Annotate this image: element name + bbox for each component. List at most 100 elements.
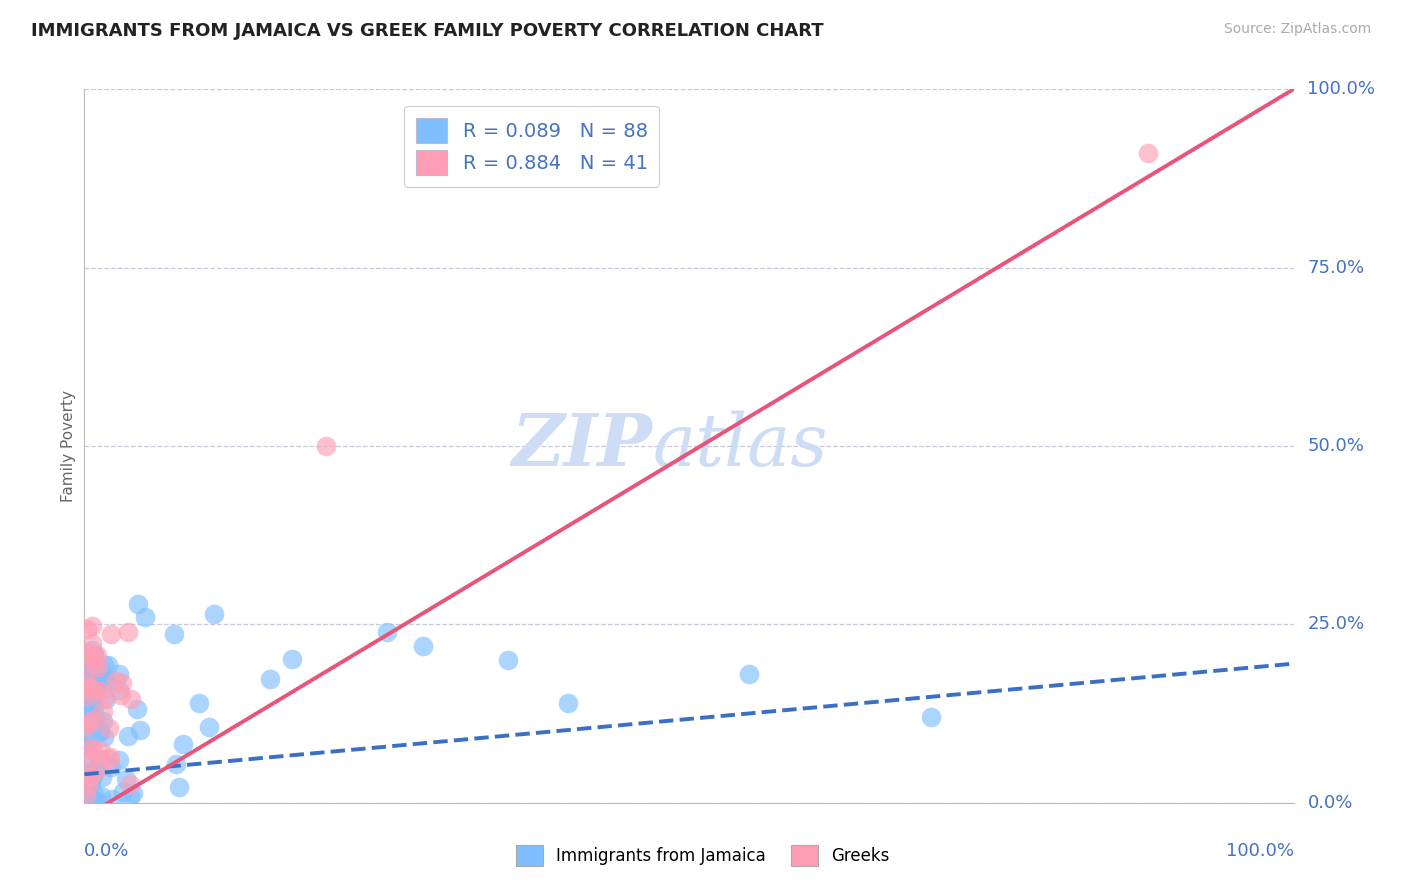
Point	[91, 671, 114, 685]
Point	[93, 690, 115, 704]
Point	[82, 769, 104, 783]
Point	[90, 770, 112, 784]
Point	[75, 690, 97, 704]
Text: 75.0%: 75.0%	[1308, 259, 1365, 277]
Point	[84, 795, 107, 809]
Point	[76, 769, 98, 783]
Point	[83, 657, 105, 671]
Point	[172, 737, 194, 751]
Point	[375, 624, 398, 639]
Point	[86, 761, 108, 775]
Point	[93, 658, 115, 673]
Point	[82, 714, 104, 728]
Point	[76, 622, 98, 636]
Point	[76, 690, 98, 704]
Point	[75, 725, 97, 739]
Point	[91, 669, 114, 683]
Point	[120, 692, 142, 706]
Point	[90, 683, 112, 698]
Point	[80, 790, 103, 805]
Point	[117, 729, 139, 743]
Point	[412, 639, 434, 653]
Point	[94, 692, 117, 706]
Point	[77, 706, 100, 720]
Point	[75, 721, 97, 735]
Point	[118, 777, 141, 791]
Point	[77, 682, 100, 697]
Point	[83, 649, 105, 664]
Point	[83, 714, 105, 728]
Point	[83, 700, 105, 714]
Text: IMMIGRANTS FROM JAMAICA VS GREEK FAMILY POVERTY CORRELATION CHART: IMMIGRANTS FROM JAMAICA VS GREEK FAMILY …	[31, 22, 824, 40]
Point	[75, 691, 97, 706]
Point	[280, 652, 302, 666]
Point	[108, 666, 131, 681]
Point	[80, 642, 103, 657]
Point	[82, 692, 104, 706]
Point	[79, 671, 101, 685]
Point	[84, 673, 107, 688]
Point	[84, 681, 107, 696]
Text: Source: ZipAtlas.com: Source: ZipAtlas.com	[1223, 22, 1371, 37]
Point	[82, 712, 104, 726]
Point	[82, 619, 104, 633]
Point	[112, 785, 135, 799]
Point	[84, 682, 107, 697]
Point	[98, 749, 121, 764]
Point	[187, 697, 209, 711]
Point	[86, 660, 108, 674]
Point	[75, 669, 97, 683]
Text: atlas: atlas	[652, 410, 828, 482]
Point	[100, 792, 122, 806]
Point	[496, 653, 519, 667]
Point	[110, 688, 132, 702]
Point	[557, 696, 579, 710]
Point	[82, 683, 104, 698]
Point	[80, 665, 103, 680]
Point	[86, 668, 108, 682]
Point	[79, 673, 101, 687]
Point	[100, 627, 122, 641]
Point	[165, 756, 187, 771]
Point	[97, 658, 120, 673]
Point	[87, 762, 110, 776]
Point	[105, 673, 128, 688]
Point	[79, 679, 101, 693]
Text: 25.0%: 25.0%	[1308, 615, 1365, 633]
Text: 50.0%: 50.0%	[1308, 437, 1364, 455]
Text: 100.0%: 100.0%	[1226, 842, 1294, 860]
Point	[198, 720, 221, 734]
Point	[77, 716, 100, 731]
Point	[117, 625, 139, 640]
Point	[82, 764, 104, 779]
Point	[163, 627, 186, 641]
Point	[75, 676, 97, 690]
Point	[75, 650, 97, 665]
Point	[73, 769, 96, 783]
Point	[80, 752, 103, 766]
Point	[87, 726, 110, 740]
Point	[93, 704, 115, 718]
Point	[82, 744, 104, 758]
Text: 100.0%: 100.0%	[1308, 80, 1375, 98]
Point	[93, 730, 115, 744]
Point	[202, 607, 225, 621]
Point	[259, 672, 281, 686]
Point	[118, 790, 141, 805]
Point	[97, 752, 120, 766]
Point	[89, 723, 111, 737]
Point	[315, 439, 337, 453]
Point	[86, 648, 108, 663]
Point	[82, 671, 104, 685]
Point	[167, 780, 190, 794]
Point	[122, 786, 145, 800]
Legend: R = 0.089   N = 88, R = 0.884   N = 41: R = 0.089 N = 88, R = 0.884 N = 41	[404, 106, 659, 187]
Y-axis label: Family Poverty: Family Poverty	[60, 390, 76, 502]
Text: 0.0%: 0.0%	[84, 842, 129, 860]
Point	[86, 795, 108, 809]
Point	[128, 723, 150, 738]
Point	[79, 789, 101, 803]
Point	[107, 753, 129, 767]
Point	[75, 789, 97, 803]
Point	[80, 740, 103, 755]
